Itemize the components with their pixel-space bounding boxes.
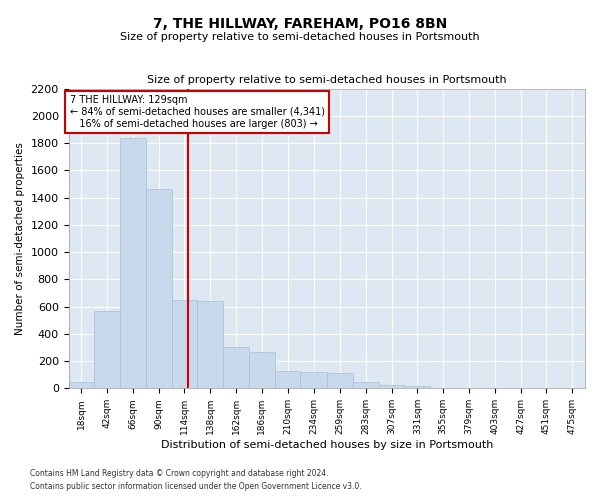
Text: Contains public sector information licensed under the Open Government Licence v3: Contains public sector information licen… xyxy=(30,482,362,491)
Text: Contains HM Land Registry data © Crown copyright and database right 2024.: Contains HM Land Registry data © Crown c… xyxy=(30,468,329,477)
Bar xyxy=(404,386,430,388)
Bar xyxy=(275,370,301,388)
Bar xyxy=(353,382,379,388)
Text: Size of property relative to semi-detached houses in Portsmouth: Size of property relative to semi-detach… xyxy=(120,32,480,42)
Text: 7 THE HILLWAY: 129sqm
← 84% of semi-detached houses are smaller (4,341)
   16% o: 7 THE HILLWAY: 129sqm ← 84% of semi-deta… xyxy=(70,96,325,128)
Text: 7, THE HILLWAY, FAREHAM, PO16 8BN: 7, THE HILLWAY, FAREHAM, PO16 8BN xyxy=(153,18,447,32)
Bar xyxy=(223,348,249,389)
Bar xyxy=(120,138,146,388)
Y-axis label: Number of semi-detached properties: Number of semi-detached properties xyxy=(15,142,25,335)
Bar xyxy=(301,372,328,388)
Bar xyxy=(172,300,197,388)
Bar xyxy=(249,352,275,389)
X-axis label: Distribution of semi-detached houses by size in Portsmouth: Distribution of semi-detached houses by … xyxy=(161,440,493,450)
Title: Size of property relative to semi-detached houses in Portsmouth: Size of property relative to semi-detach… xyxy=(147,75,506,85)
Bar xyxy=(197,301,223,388)
Bar xyxy=(379,385,404,388)
Bar xyxy=(94,310,120,388)
Bar xyxy=(328,374,353,388)
Bar xyxy=(68,382,94,388)
Bar xyxy=(146,190,172,388)
